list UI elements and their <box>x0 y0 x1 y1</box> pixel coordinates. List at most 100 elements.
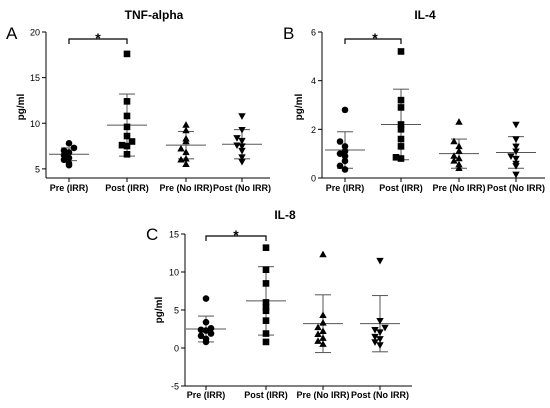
data-point <box>207 330 215 337</box>
data-point <box>262 317 270 324</box>
data-point <box>450 152 458 159</box>
significance-bracket <box>68 38 128 44</box>
data-point <box>65 140 73 147</box>
data-point <box>397 135 405 143</box>
data-point <box>376 336 384 343</box>
data-point <box>182 160 190 168</box>
data-point <box>314 330 322 338</box>
data-point <box>262 307 270 315</box>
data-point <box>262 299 270 306</box>
data-point <box>319 327 327 334</box>
significance-bracket <box>205 235 267 241</box>
data-point <box>455 118 463 125</box>
data-point <box>262 330 270 337</box>
data-point <box>450 137 458 145</box>
y-tick-label: 15 <box>169 230 179 240</box>
data-point <box>381 324 389 332</box>
data-point <box>341 147 349 155</box>
data-point <box>341 157 349 165</box>
data-point <box>65 160 73 167</box>
panel-c-plot: -5 0 5 10 15 <box>169 230 412 392</box>
panel-c-label: C <box>146 225 158 244</box>
data-point <box>182 121 190 128</box>
data-point <box>128 138 136 145</box>
data-point <box>238 126 246 134</box>
data-point <box>455 142 463 150</box>
data-point <box>336 150 344 157</box>
data-point <box>182 154 190 162</box>
data-point <box>262 244 270 251</box>
y-tick-label: 10 <box>30 119 40 129</box>
data-point <box>455 160 463 168</box>
data-point <box>197 326 205 334</box>
y-tick-label: 6 <box>311 28 316 38</box>
data-point <box>60 151 68 159</box>
data-point <box>397 104 405 111</box>
data-point <box>177 144 185 152</box>
data-point <box>336 162 344 170</box>
panel-a-categories: Pre (IRR) Post (IRR) Pre (No IRR) Post (… <box>50 183 271 193</box>
panel-a-category: Pre (No IRR) <box>159 183 212 193</box>
panel-b-label: B <box>283 24 294 43</box>
data-point <box>341 143 349 150</box>
data-point <box>262 280 270 287</box>
panel-c: C IL-8 pg/ml -5 0 5 10 15 Pre (IRR) Post (IR… <box>146 208 412 400</box>
y-tick-label: 5 <box>174 306 179 316</box>
data-point <box>182 134 190 142</box>
data-point <box>182 126 190 134</box>
y-tick-label: 4 <box>311 76 316 86</box>
data-point <box>238 143 246 150</box>
panel-b-plot: 0 2 4 6 <box>311 28 545 184</box>
data-point <box>397 155 405 162</box>
data-point <box>392 154 400 161</box>
panel-c-category: Post (IRR) <box>244 390 288 400</box>
data-point <box>450 157 458 164</box>
data-point <box>455 154 463 162</box>
panel-c-category: Post (No IRR) <box>351 390 409 400</box>
y-tick-label: 0 <box>311 174 316 184</box>
data-point <box>336 138 344 145</box>
data-point <box>512 148 520 156</box>
data-point <box>60 147 68 154</box>
panel-c-category: Pre (No IRR) <box>296 390 349 400</box>
data-point <box>319 250 327 258</box>
data-point <box>202 335 210 343</box>
data-point <box>371 327 379 334</box>
data-point <box>319 340 327 347</box>
panel-c-categories: Pre (IRR) Post (IRR) Pre (No IRR) Post (… <box>187 390 409 400</box>
panel-a-ylabel: pg/ml <box>16 93 27 120</box>
data-point <box>238 154 246 161</box>
data-point <box>238 147 246 155</box>
y-tick-label: 10 <box>169 268 179 278</box>
panel-b-category: Post (No IRR) <box>487 183 545 193</box>
data-point <box>512 160 520 168</box>
data-point <box>233 135 241 142</box>
data-point <box>65 149 73 156</box>
panel-a-title: TNF-alpha <box>125 8 184 22</box>
data-point <box>319 311 327 319</box>
y-tick-label: 0 <box>174 344 179 354</box>
data-point <box>341 166 349 173</box>
data-point <box>455 147 463 154</box>
data-point <box>371 339 379 346</box>
panel-a: A TNF-alpha pg/ml 5 10 15 20 Pre (IRR) Post… <box>6 8 271 193</box>
data-point <box>202 295 210 302</box>
data-point <box>314 323 322 331</box>
data-point <box>397 121 405 128</box>
data-point <box>60 156 68 164</box>
data-point <box>123 132 131 140</box>
data-point <box>512 143 520 151</box>
data-point <box>238 158 246 166</box>
panel-b: B IL-4 pg/ml 0 2 4 6 Pre (IRR) Post (IRR) P… <box>283 8 545 193</box>
data-point <box>371 333 379 341</box>
y-tick-label: 5 <box>35 164 40 174</box>
data-point <box>512 171 520 179</box>
y-tick-label: 15 <box>30 73 40 83</box>
data-point <box>507 153 515 160</box>
data-point <box>512 136 520 143</box>
data-point <box>512 121 520 129</box>
data-point <box>376 257 384 265</box>
data-point <box>197 332 205 340</box>
y-tick-label: -5 <box>171 382 179 392</box>
panel-b-category: Pre (IRR) <box>326 183 365 193</box>
